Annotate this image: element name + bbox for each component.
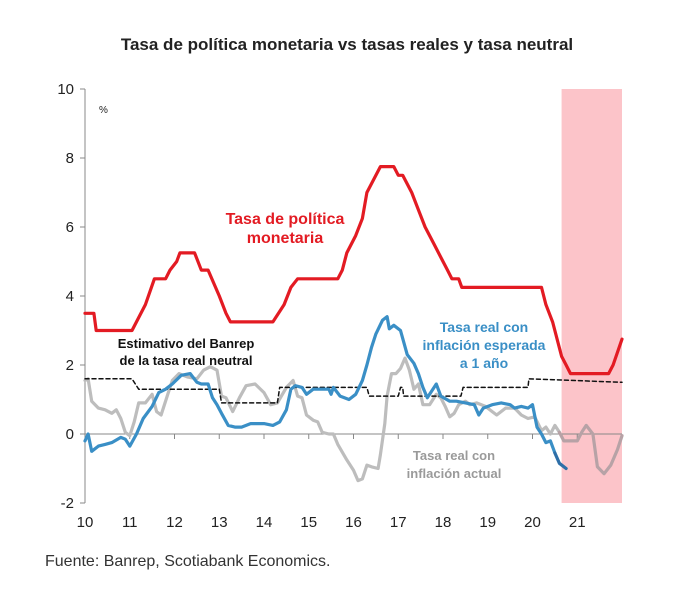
x-tick-label: 19 [479,514,496,531]
x-tick-label: 10 [77,514,94,531]
series-line [83,165,624,376]
x-tick-label: 16 [345,514,362,531]
chart-title: Tasa de política monetaria vs tasas real… [121,35,573,54]
x-tick-label: 17 [390,514,407,531]
unit-label: % [99,105,108,116]
x-tick-label: 12 [166,514,183,531]
x-tick-label: 18 [435,514,452,531]
y-tick-label: 6 [66,219,74,236]
series-label: inflación actual [407,466,502,481]
series-label: Tasa real con [413,448,495,463]
series-line [553,451,568,471]
series-labels: Tasa de política monetaria Tasa real con in… [118,211,546,481]
series-label: a 1 año [460,355,508,371]
series-label: monetaria [247,230,324,247]
axes: -2 0 2 4 6 8 10 10 11 12 13 14 15 16 17 18 19 20 21 [57,81,622,531]
x-tick-label: 14 [256,514,273,531]
series-label: Tasa real con [440,319,528,335]
x-tick-label: 11 [122,514,138,531]
series-line [557,423,624,476]
y-tick-label: 10 [57,81,74,98]
series-label: inflación esperada [423,337,546,353]
x-tick-label: 21 [569,514,586,531]
x-tick-label: 13 [211,514,228,531]
series-label: de la tasa real neutral [120,353,253,368]
y-tick-label: -2 [61,495,74,512]
source-note: Fuente: Banrep, Scotiabank Economics. [45,553,331,570]
series-line [83,315,557,455]
x-tick-label: 15 [300,514,317,531]
x-tick-label: 20 [524,514,541,531]
y-tick-label: 0 [66,426,74,443]
y-tick-label: 4 [66,288,74,305]
series-line [84,378,623,404]
series-label: Tasa de política [226,211,345,228]
series-label: Estimativo del Banrep [118,336,255,351]
series-lines [83,165,624,483]
y-tick-label: 2 [66,357,74,374]
y-tick-label: 8 [66,150,74,167]
